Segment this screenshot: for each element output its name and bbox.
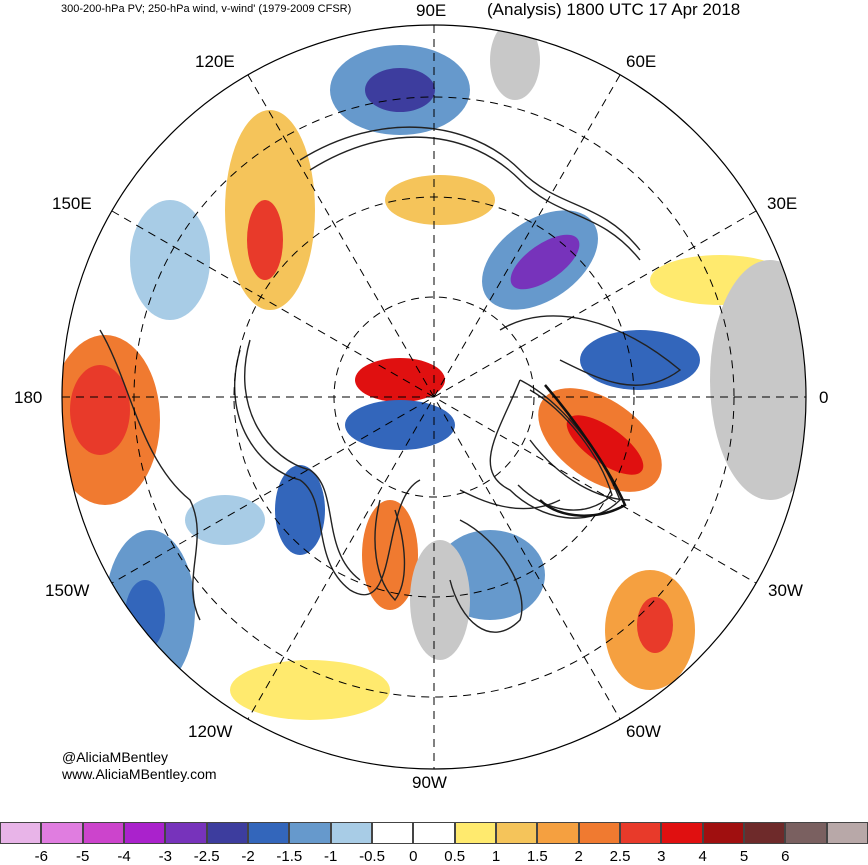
- colorbar-swatch: [661, 822, 703, 844]
- jet-stream-trough: [539, 384, 627, 517]
- lon-label-30e: 30E: [767, 194, 798, 213]
- colorbar-swatch: [165, 822, 207, 844]
- credit-website: www.AliciaMBentley.com: [62, 766, 217, 782]
- colorbar-tick-label: -6: [34, 848, 48, 865]
- graticule: [62, 25, 806, 769]
- colorbar-tick-label: 0.5: [444, 848, 466, 865]
- lon-label-150w: 150W: [45, 581, 90, 600]
- colorbar-tick-label: 1.5: [526, 848, 548, 865]
- colorbar-tick-label: -1: [323, 848, 338, 865]
- lon-label-60w: 60W: [626, 722, 661, 741]
- colorbar-swatch: [619, 822, 662, 844]
- colorbar-swatch: [413, 822, 455, 844]
- colorbar-swatch: [41, 822, 83, 844]
- lon-label-120w: 120W: [188, 722, 233, 741]
- colorbar-swatch: [247, 822, 290, 844]
- colorbar-tick-label: 2.5: [609, 848, 631, 865]
- colorbar-swatch: [0, 822, 42, 844]
- lon-label-90w: 90W: [412, 773, 447, 792]
- colorbar: [0, 822, 868, 844]
- lon-label-90e: 90E: [416, 1, 447, 20]
- colorbar-tick-label: 3: [657, 848, 666, 865]
- lon-label-60e: 60E: [626, 52, 657, 71]
- colorbar-tick-label: -0.5: [359, 848, 385, 865]
- colorbar-swatch: [123, 822, 166, 844]
- pv-contours: [99, 126, 682, 633]
- colorbar-swatch: [578, 822, 620, 844]
- credit-handle: @AliciaMBentley: [62, 749, 169, 765]
- colorbar-tick-label: 2: [574, 848, 583, 865]
- lon-label-0: 0: [819, 388, 829, 407]
- colorbar-swatch: [785, 822, 827, 844]
- colorbar-swatch: [206, 822, 248, 844]
- colorbar-ticks: -6 -5 -4 -3 -2.5 -2 -1.5 -1 -0.5 0 0.5 1 1.5 2 2.5 3 4 5 6: [0, 848, 868, 865]
- colorbar-tick-label: -5: [75, 848, 90, 865]
- colorbar-swatch: [537, 822, 579, 844]
- lon-label-150e: 150E: [52, 194, 92, 213]
- colorbar-swatch: [371, 822, 414, 844]
- lon-label-120e: 120E: [195, 52, 235, 71]
- colorbar-tick-label: 0: [409, 848, 418, 865]
- colorbar-swatch: [495, 822, 538, 844]
- colorbar-tick-label: -2: [241, 848, 255, 865]
- colorbar-tick-label: 1: [491, 848, 501, 865]
- lon-label-30w: 30W: [768, 581, 803, 600]
- colorbar-tick-label: 5: [739, 848, 749, 865]
- colorbar-swatch: [743, 822, 786, 844]
- lon-label-180: 180: [14, 388, 43, 407]
- colorbar-swatch: [454, 822, 496, 844]
- colorbar-tick-label: 6: [781, 848, 790, 865]
- colorbar-swatch: [289, 822, 331, 844]
- colorbar-swatch: [82, 822, 124, 844]
- colorbar-swatch: [330, 822, 372, 844]
- colorbar-tick-label: 4: [698, 848, 707, 865]
- map-title-left: 300-200-hPa PV; 250-hPa wind, v-wind' (1…: [61, 3, 352, 15]
- colorbar-tick-label: -2.5: [193, 848, 220, 865]
- colorbar-tick-label: -4: [117, 848, 131, 865]
- colorbar-swatch: [826, 822, 868, 844]
- map-title-right: (Analysis) 1800 UTC 17 Apr 2018: [487, 0, 741, 19]
- colorbar-swatch: [702, 822, 744, 844]
- colorbar-tick-label: -1.5: [276, 848, 303, 865]
- polar-map: [61, 24, 807, 770]
- colorbar-tick-label: -3: [158, 848, 172, 865]
